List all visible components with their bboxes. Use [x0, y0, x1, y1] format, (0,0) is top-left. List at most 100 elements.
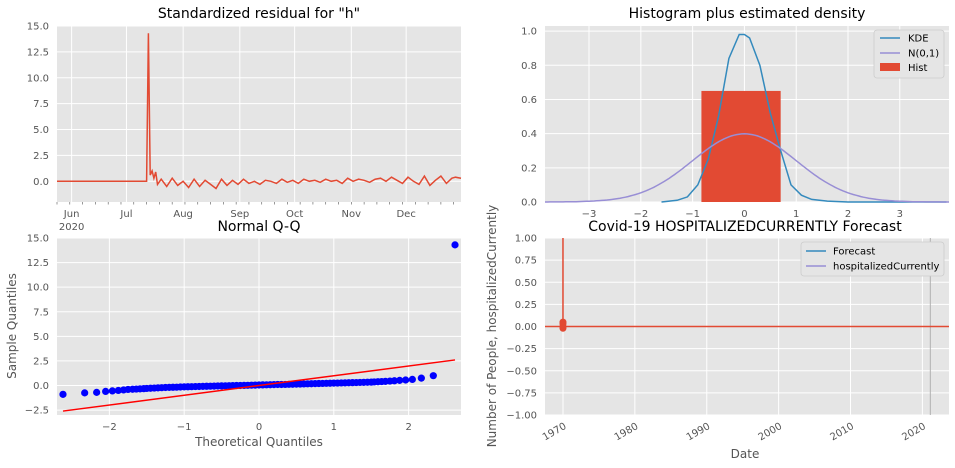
- histogram-series: [545, 33, 949, 203]
- qq-title: Normal Q-Q: [217, 219, 300, 235]
- histogram-xtick-label: 1: [793, 209, 799, 220]
- qq-point: [81, 389, 89, 397]
- qq-gridlines: [57, 237, 461, 415]
- residual-xtick-label: Nov: [342, 209, 362, 220]
- qq-ytick-label: 5.0: [33, 332, 49, 343]
- histogram-xtick-label: 2: [845, 209, 851, 220]
- qq-ytick-label: 15.0: [27, 234, 49, 245]
- residual-title: Standardized residual for "h": [158, 6, 360, 22]
- residual-ytick-label: 7.5: [33, 99, 49, 110]
- forecast-xtick-label: 1970: [541, 421, 569, 443]
- residual-ticks: 0.0 2.5 5.0 7.5 10.0 12.5 15.0 Jun 2020 Jul Aug Sep…: [27, 22, 454, 233]
- residual-ytick-label: 5.0: [33, 125, 49, 136]
- qq-ytick-label: 0.0: [33, 381, 49, 392]
- histogram-panel: 0.0 0.2 0.4 0.6 0.8 1.0 −3 −2 −1 0 1 2 3 Histogram p…: [521, 6, 949, 220]
- histogram-ytick-label: 0.0: [521, 198, 537, 209]
- forecast-ytick-label: 0.25: [515, 300, 537, 311]
- qq-ytick-label: 10.0: [27, 283, 49, 294]
- histogram-ytick-label: 1.0: [521, 27, 537, 38]
- forecast-ytick-label: −0.50: [506, 366, 537, 377]
- forecast-panel: −1.00 −0.75 −0.50 −0.25 0.00 0.25 0.50 0.75 1.00…: [485, 205, 949, 461]
- residual-ytick-label: 10.0: [27, 73, 49, 84]
- histogram-xtick-label: −2: [633, 209, 648, 220]
- histogram-xtick-label: −1: [685, 209, 700, 220]
- kde-line: [661, 33, 947, 203]
- qq-point: [396, 376, 404, 384]
- forecast-ytick-label: 0.75: [515, 256, 537, 267]
- histogram-title: Histogram plus estimated density: [629, 6, 866, 22]
- residual-xtick-label: Jun: [63, 209, 80, 220]
- residual-ytick-label: 15.0: [27, 22, 49, 33]
- qq-point: [390, 377, 399, 385]
- forecast-xtick-label: 1980: [613, 421, 641, 443]
- residual-ytick-label: 12.5: [27, 47, 49, 58]
- histogram-xtick-label: 3: [897, 209, 903, 220]
- histogram-ytick-label: 0.2: [521, 163, 537, 174]
- qq-xtick-label: 1: [331, 422, 337, 433]
- forecast-xtick-label: 2010: [828, 421, 856, 443]
- forecast-marker: [559, 324, 567, 332]
- qq-ytick-label: 12.5: [27, 258, 49, 269]
- histogram-ytick-label: 0.8: [521, 61, 537, 72]
- forecast-legend: Forecast hospitalizedCurrently: [800, 241, 945, 277]
- qq-ytick-label: 7.5: [33, 307, 49, 318]
- qq-point: [402, 376, 410, 384]
- qq-xtick-label: 0: [256, 422, 262, 433]
- forecast-ytick-label: −1.00: [506, 411, 537, 422]
- forecast-ytick-label: 0.50: [515, 278, 537, 289]
- residual-panel: 0.0 2.5 5.0 7.5 10.0 12.5 15.0 Jun 2020 Jul Aug Sep…: [27, 6, 462, 233]
- forecast-ytick-label: −0.25: [506, 344, 537, 355]
- qq-point: [417, 374, 425, 382]
- residual-ytick-label: 0.0: [33, 177, 49, 188]
- qq-point: [108, 387, 116, 395]
- qq-xtick-label: −1: [177, 422, 192, 433]
- qq-point: [102, 387, 110, 395]
- qq-reference-line: [62, 359, 456, 412]
- forecast-title: Covid-19 HOSPITALIZEDCURRENTLY Forecast: [588, 219, 902, 235]
- qq-ylabel: Sample Quantiles: [5, 273, 19, 379]
- residual-series: [57, 33, 462, 190]
- forecast-marker: [559, 318, 567, 326]
- qq-point: [93, 388, 101, 396]
- forecast-ylabel: Number of People, hospitalizedCurrently: [485, 205, 499, 448]
- residual-xtick-label: Oct: [286, 209, 303, 220]
- forecast-ytick-label: 0.00: [515, 322, 537, 333]
- forecast-xtick-label: 2000: [757, 421, 785, 443]
- residual-line: [57, 33, 462, 190]
- legend-forecast-label: Forecast: [833, 247, 875, 258]
- residual-plot-area: [57, 26, 461, 202]
- forecast-legend-box: [800, 241, 945, 277]
- forecast-ytick-label: 1.00: [515, 234, 537, 245]
- residual-xtick-sublabel: 2020: [59, 222, 84, 233]
- qq-xtick-label: −2: [102, 422, 117, 433]
- histogram-ytick-label: 0.4: [521, 129, 537, 140]
- qq-point: [114, 386, 122, 395]
- legend-kde-label: KDE: [908, 34, 929, 45]
- histogram-xtick-label: 0: [741, 209, 747, 220]
- histogram-xtick-label: −3: [582, 209, 597, 220]
- histogram-bar: [701, 90, 781, 202]
- qq-ytick-label: 2.5: [33, 356, 49, 367]
- legend-hist-swatch: [880, 63, 900, 71]
- residual-gridlines: [57, 25, 461, 202]
- residual-xtick-label: Jul: [119, 209, 132, 220]
- qq-point: [429, 372, 437, 380]
- legend-hist-label: Hist: [908, 63, 928, 74]
- forecast-series: [545, 238, 949, 415]
- qq-point: [59, 390, 67, 398]
- histogram-ticks: 0.0 0.2 0.4 0.6 0.8 1.0 −3 −2 −1 0 1 2 3: [521, 27, 903, 220]
- qq-point: [408, 375, 416, 384]
- histogram-legend: KDE N(0,1) Hist: [873, 29, 945, 79]
- qq-ticks: −2.5 0.0 2.5 5.0 7.5 10.0 12.5 15.0 −2 −1 0 1 2: [25, 234, 412, 434]
- residual-xtick-label: Sep: [230, 209, 249, 220]
- normal-pdf-line: [545, 133, 949, 203]
- qq-series: [59, 241, 459, 412]
- forecast-xtick-label: 2020: [900, 421, 928, 443]
- residual-xtick-label: Aug: [173, 209, 193, 220]
- residual-ytick-label: 2.5: [33, 151, 49, 162]
- qq-ytick-label: −2.5: [25, 406, 49, 417]
- qq-xlabel: Theoretical Quantiles: [194, 435, 323, 449]
- legend-normal-label: N(0,1): [908, 49, 939, 60]
- forecast-ytick-label: −0.75: [506, 388, 537, 399]
